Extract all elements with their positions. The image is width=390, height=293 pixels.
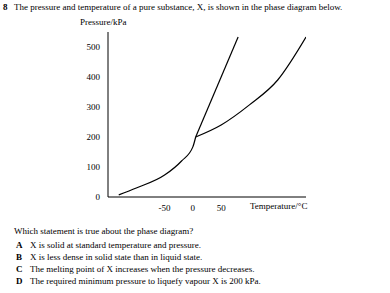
html-text:C: C <box>16 264 23 274</box>
svg-text:0: 0 <box>96 192 101 202</box>
svg-text:500: 500 <box>87 42 101 52</box>
svg-text:50: 50 <box>217 203 227 213</box>
html-text:Temperature/°C: Temperature/°C <box>250 201 308 211</box>
html-text:B: B <box>16 252 22 262</box>
html-text:X is solid at standard tempera: X is solid at standard temperature and p… <box>30 240 201 250</box>
html-text:Pressure/kPa: Pressure/kPa <box>80 17 127 27</box>
html-text:The required minimum pressure: The required minimum pressure to liquefy… <box>30 276 261 286</box>
svg-text:-50: -50 <box>159 203 171 213</box>
svg-text:0: 0 <box>191 203 196 213</box>
html-text:8: 8 <box>3 2 8 12</box>
html-text:D: D <box>16 276 23 286</box>
svg-text:400: 400 <box>87 72 101 82</box>
html-text:A: A <box>16 240 23 250</box>
html-text:The melting point of X increas: The melting point of X increases when th… <box>30 264 255 274</box>
html-text:X is less dense in solid state: X is less dense in solid state than in l… <box>30 252 203 262</box>
svg-text:300: 300 <box>87 102 101 112</box>
html-text:The pressure and temperature o: The pressure and temperature of a pure s… <box>14 2 343 12</box>
html-text:Which statement is true about: Which statement is true about the phase … <box>14 226 194 236</box>
svg-text:200: 200 <box>87 132 101 142</box>
svg-text:100: 100 <box>87 162 101 172</box>
